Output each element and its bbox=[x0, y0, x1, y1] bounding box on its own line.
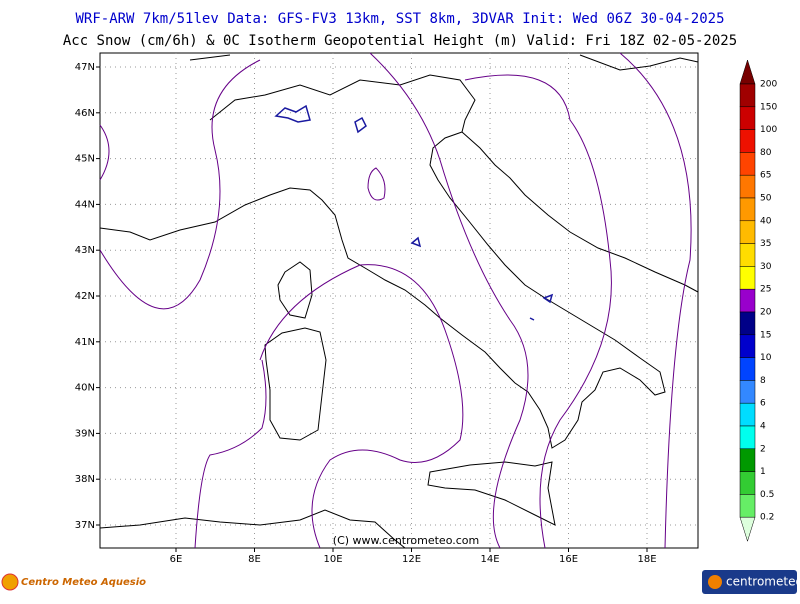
coastline bbox=[427, 461, 556, 526]
isotherm-contour bbox=[259, 264, 464, 549]
logo-icon bbox=[708, 575, 722, 589]
colorbar-segment bbox=[739, 425, 756, 450]
colorbar-segment bbox=[739, 152, 756, 176]
coastline bbox=[99, 131, 666, 449]
lat-label: 47N bbox=[75, 62, 95, 73]
lon-label: 16E bbox=[559, 554, 578, 565]
border bbox=[209, 74, 476, 133]
isotherm-contour bbox=[99, 124, 267, 549]
isotherm-contour bbox=[464, 74, 612, 549]
colorbar-label: 35 bbox=[760, 239, 771, 249]
lat-label: 37N bbox=[75, 520, 95, 531]
coastline bbox=[461, 131, 699, 293]
lat-label: 41N bbox=[75, 337, 95, 348]
colorbar-segment bbox=[739, 266, 756, 290]
logo-right: centrometeo bbox=[702, 570, 800, 594]
colorbar-label: 0.5 bbox=[760, 490, 774, 500]
watermark: (C) www.centrometeo.com bbox=[333, 534, 479, 547]
colorbar-segment bbox=[739, 243, 756, 267]
logo-right-text: centrometeo bbox=[726, 575, 800, 589]
coastline bbox=[277, 261, 313, 319]
colorbar-segment bbox=[739, 288, 756, 313]
lon-label: 12E bbox=[402, 554, 421, 565]
lon-label: 6E bbox=[170, 554, 183, 565]
colorbar-segment bbox=[739, 334, 756, 358]
lat-label: 44N bbox=[75, 199, 95, 210]
lon-label: 10E bbox=[323, 554, 342, 565]
map-area: (C) www.centrometeo.com bbox=[99, 52, 699, 549]
header-line1: WRF-ARW 7km/51lev Data: GFS-FV3 13km, SS… bbox=[75, 11, 724, 27]
colorbar-label: 10 bbox=[760, 353, 772, 363]
colorbar-segment bbox=[739, 129, 756, 153]
colorbar-cap-bottom bbox=[739, 516, 756, 543]
logo-icon bbox=[1, 573, 19, 591]
colorbar-label: 100 bbox=[760, 125, 777, 135]
colorbar-segment bbox=[739, 106, 756, 130]
colorbar-segment bbox=[739, 402, 756, 427]
colorbar-label: 1 bbox=[760, 467, 766, 477]
colorbar-label: 50 bbox=[760, 194, 772, 204]
colorbar-label: 0.2 bbox=[760, 513, 774, 523]
colorbar-label: 8 bbox=[760, 376, 766, 386]
colorbar-segment bbox=[739, 197, 756, 222]
lon-label: 18E bbox=[637, 554, 656, 565]
lat-label: 38N bbox=[75, 474, 95, 485]
isotherm-contour bbox=[369, 52, 529, 549]
lat-label: 39N bbox=[75, 428, 95, 439]
coastline bbox=[264, 327, 327, 441]
colorbar-segment bbox=[739, 83, 756, 108]
isotherm-contour bbox=[367, 167, 386, 201]
isotherm-contour bbox=[619, 52, 692, 549]
lat-label: 42N bbox=[75, 291, 95, 302]
lat-label: 40N bbox=[75, 383, 95, 394]
colorbar-label: 6 bbox=[760, 399, 766, 409]
colorbar-label: 65 bbox=[760, 171, 771, 181]
lon-label: 8E bbox=[248, 554, 261, 565]
logo-left-text: Centro Meteo Aquesio bbox=[21, 577, 146, 588]
isotherm-contour bbox=[99, 59, 261, 310]
snow-area bbox=[274, 104, 554, 321]
logo-left: Centro Meteo Aquesio bbox=[1, 573, 146, 591]
colorbar-label: 2 bbox=[760, 444, 766, 454]
colorbar-label: 4 bbox=[760, 422, 766, 432]
colorbar-label: 15 bbox=[760, 330, 771, 340]
colorbar-segment bbox=[739, 220, 756, 244]
colorbar-segment bbox=[739, 357, 756, 381]
colorbar-label: 80 bbox=[760, 148, 772, 158]
colorbar-segment bbox=[739, 380, 756, 404]
lat-label: 46N bbox=[75, 108, 95, 119]
colorbar-cap-top bbox=[739, 59, 756, 85]
map-frame bbox=[99, 52, 699, 549]
colorbar-label: 200 bbox=[760, 80, 777, 90]
lat-label: 43N bbox=[75, 245, 95, 256]
header-line2: Acc Snow (cm/6h) & 0C Isotherm Geopotent… bbox=[63, 33, 737, 49]
colorbar-segment bbox=[739, 448, 756, 472]
colorbar-label: 40 bbox=[760, 216, 772, 226]
coastline bbox=[189, 54, 699, 71]
colorbar-label: 150 bbox=[760, 102, 777, 112]
colorbar-label: 30 bbox=[760, 262, 772, 272]
logo-box bbox=[702, 570, 797, 594]
colorbar-segment bbox=[739, 311, 756, 336]
lat-label: 45N bbox=[75, 154, 95, 165]
lon-label: 14E bbox=[480, 554, 499, 565]
colorbar-segment bbox=[739, 494, 756, 518]
colorbar-segment bbox=[739, 174, 756, 199]
coastline bbox=[99, 509, 406, 549]
colorbar-label: 25 bbox=[760, 285, 771, 295]
colorbar-label: 20 bbox=[760, 308, 772, 318]
colorbar-segment bbox=[739, 471, 756, 495]
